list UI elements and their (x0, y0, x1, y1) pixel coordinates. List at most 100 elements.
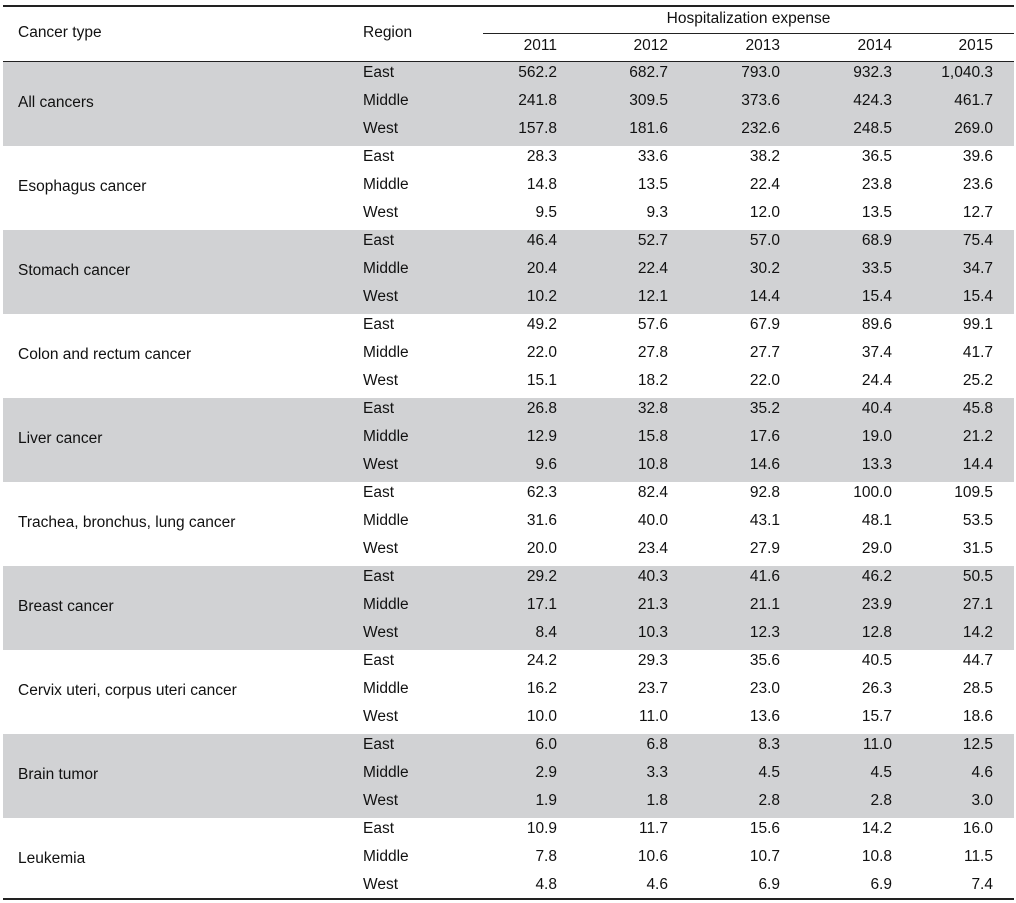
expense-value-cell: 373.6 (741, 92, 780, 109)
region-label: East (363, 820, 395, 837)
region-label: West (363, 876, 399, 893)
region-label: West (363, 624, 399, 641)
expense-value-cell: 2.8 (870, 792, 892, 809)
expense-value-cell: 4.6 (971, 764, 993, 781)
expense-value-cell: 11.0 (862, 736, 892, 753)
expense-value-cell: 75.4 (962, 232, 993, 249)
expense-value-cell: 39.6 (962, 148, 993, 165)
region-label: East (363, 64, 395, 81)
table-row-group: Breast cancer East 29.2 40.3 41.6 46.2 50.5 Mid… (0, 566, 1016, 650)
region-label: Middle (363, 428, 409, 445)
expense-value-cell: 23.0 (749, 680, 780, 697)
expense-value-cell: 17.1 (526, 596, 557, 613)
expense-value-cell: 14.2 (861, 820, 892, 837)
expense-value-cell: 36.5 (861, 148, 892, 165)
header-year: 2011 (523, 37, 557, 54)
expense-value-cell: 21.3 (637, 596, 668, 613)
expense-value-cell: 21.2 (962, 428, 993, 445)
table-row-group: Leukemia East 10.9 11.7 15.6 14.2 16.0 Middle 7.… (0, 818, 1016, 902)
expense-value-cell: 50.5 (962, 568, 993, 585)
region-label: Middle (363, 344, 409, 361)
expense-value-cell: 23.6 (962, 176, 993, 193)
row-band-shading (3, 734, 1014, 818)
header-span-rule (483, 33, 1014, 34)
expense-value-cell: 562.2 (518, 64, 557, 81)
expense-value-cell: 40.3 (637, 568, 668, 585)
expense-value-cell: 10.9 (526, 820, 557, 837)
region-label: East (363, 484, 395, 501)
expense-value-cell: 14.2 (962, 624, 993, 641)
expense-value-cell: 14.6 (749, 456, 780, 473)
expense-value-cell: 10.3 (637, 624, 668, 641)
expense-value-cell: 11.5 (963, 848, 993, 865)
expense-value-cell: 157.8 (518, 120, 557, 137)
region-label: East (363, 400, 395, 417)
expense-value-cell: 10.6 (637, 848, 668, 865)
expense-value-cell: 41.7 (962, 344, 993, 361)
expense-value-cell: 15.1 (526, 372, 557, 389)
expense-value-cell: 7.8 (535, 848, 557, 865)
region-label: Middle (363, 512, 409, 529)
expense-value-cell: 8.4 (535, 624, 557, 641)
header-year: 2014 (857, 37, 892, 54)
expense-value-cell: 68.9 (861, 232, 892, 249)
header-bottom-rule (3, 61, 1014, 62)
expense-value-cell: 16.0 (962, 820, 993, 837)
header-cancer-type: Cancer type (18, 24, 102, 41)
expense-value-cell: 16.2 (526, 680, 557, 697)
expense-value-cell: 15.8 (637, 428, 668, 445)
expense-value-cell: 22.0 (526, 344, 557, 361)
expense-value-cell: 12.0 (749, 204, 780, 221)
expense-value-cell: 12.8 (861, 624, 892, 641)
expense-value-cell: 22.0 (749, 372, 780, 389)
expense-value-cell: 34.7 (962, 260, 993, 277)
expense-value-cell: 932.3 (853, 64, 892, 81)
expense-value-cell: 248.5 (853, 120, 892, 137)
expense-value-cell: 11.7 (638, 820, 668, 837)
expense-value-cell: 2.8 (758, 792, 780, 809)
expense-value-cell: 11.0 (638, 708, 668, 725)
expense-value-cell: 62.3 (526, 484, 557, 501)
expense-value-cell: 19.0 (861, 428, 892, 445)
header-year: 2015 (958, 37, 993, 54)
expense-value-cell: 6.9 (758, 876, 780, 893)
expense-value-cell: 10.8 (861, 848, 892, 865)
expense-value-cell: 24.4 (861, 372, 892, 389)
expense-value-cell: 232.6 (741, 120, 780, 137)
expense-value-cell: 6.8 (646, 736, 668, 753)
expense-value-cell: 3.0 (971, 792, 993, 809)
row-band-shading (3, 230, 1014, 314)
cancer-type-label: Esophagus cancer (18, 178, 147, 195)
region-label: East (363, 568, 395, 585)
expense-value-cell: 13.5 (637, 176, 668, 193)
region-label: West (363, 120, 399, 137)
expense-value-cell: 26.3 (861, 680, 892, 697)
table-row-group: Liver cancer East 26.8 32.8 35.2 40.4 45.8 Midd… (0, 398, 1016, 482)
expense-value-cell: 45.8 (962, 400, 993, 417)
region-label: West (363, 288, 399, 305)
expense-value-cell: 13.6 (749, 708, 780, 725)
expense-value-cell: 22.4 (637, 260, 668, 277)
expense-value-cell: 92.8 (749, 484, 780, 501)
expense-value-cell: 309.5 (629, 92, 668, 109)
expense-value-cell: 23.7 (637, 680, 668, 697)
expense-value-cell: 15.6 (749, 820, 780, 837)
expense-value-cell: 31.6 (526, 512, 557, 529)
expense-value-cell: 424.3 (853, 92, 892, 109)
row-band-shading (3, 398, 1014, 482)
expense-value-cell: 10.2 (526, 288, 557, 305)
expense-value-cell: 24.2 (526, 652, 557, 669)
expense-value-cell: 29.2 (526, 568, 557, 585)
table-row-group: Trachea, bronchus, lung cancer East 62.3 82… (0, 482, 1016, 566)
expense-value-cell: 181.6 (629, 120, 668, 137)
header-year: 2013 (745, 37, 780, 54)
region-label: Middle (363, 596, 409, 613)
expense-value-cell: 33.6 (637, 148, 668, 165)
expense-value-cell: 4.6 (646, 876, 668, 893)
expense-value-cell: 23.9 (861, 596, 892, 613)
expense-value-cell: 53.5 (962, 512, 993, 529)
region-label: Middle (363, 680, 409, 697)
table-row-group: Colon and rectum cancer East 49.2 57.6 67.9 8… (0, 314, 1016, 398)
expense-value-cell: 4.8 (535, 876, 557, 893)
